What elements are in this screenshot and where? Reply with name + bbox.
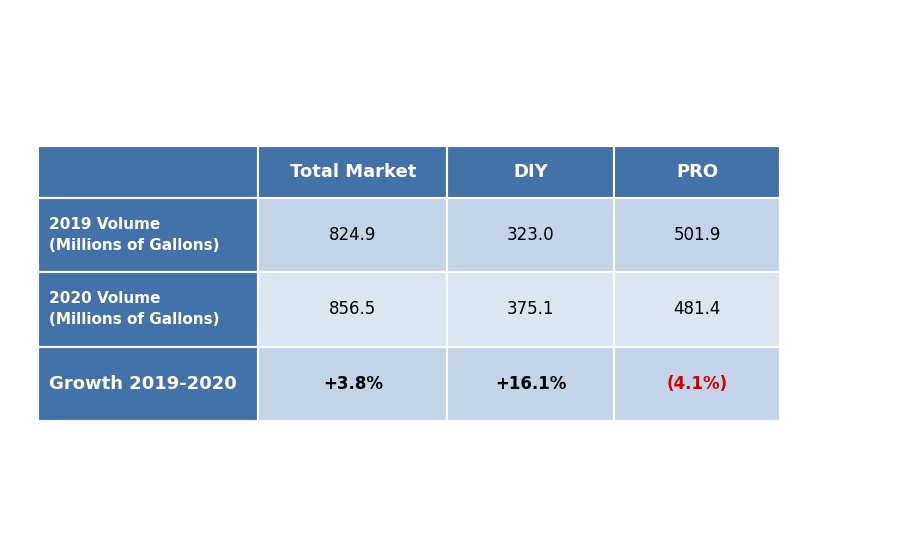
Text: 323.0: 323.0: [507, 226, 554, 244]
Text: +3.8%: +3.8%: [323, 375, 382, 393]
Text: Growth 2019-2020: Growth 2019-2020: [49, 375, 237, 393]
Text: (4.1%): (4.1%): [667, 375, 727, 393]
Text: +16.1%: +16.1%: [495, 375, 566, 393]
Text: Total Market: Total Market: [290, 163, 416, 181]
Text: 481.4: 481.4: [673, 300, 721, 318]
Text: DIY: DIY: [513, 163, 548, 181]
Text: 375.1: 375.1: [507, 300, 554, 318]
Text: 2019 Volume
(Millions of Gallons): 2019 Volume (Millions of Gallons): [49, 217, 219, 253]
Text: PRO: PRO: [676, 163, 718, 181]
Text: 856.5: 856.5: [329, 300, 376, 318]
Text: 824.9: 824.9: [329, 226, 376, 244]
Text: 2020 Volume
(Millions of Gallons): 2020 Volume (Millions of Gallons): [49, 292, 219, 327]
Text: 501.9: 501.9: [673, 226, 721, 244]
